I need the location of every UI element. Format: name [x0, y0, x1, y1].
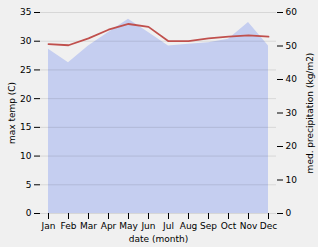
- svg-text:Nov: Nov: [240, 221, 258, 231]
- svg-text:10: 10: [286, 175, 298, 185]
- svg-text:30: 30: [286, 108, 298, 118]
- svg-text:50: 50: [286, 41, 298, 51]
- svg-text:20: 20: [20, 94, 32, 104]
- svg-text:med. precipitation (kg/m2): med. precipitation (kg/m2): [305, 53, 315, 174]
- svg-text:Jan: Jan: [41, 221, 56, 231]
- svg-text:Oct: Oct: [221, 221, 237, 231]
- svg-text:Apr: Apr: [101, 221, 117, 231]
- svg-text:35: 35: [20, 7, 31, 17]
- svg-text:Dec: Dec: [260, 221, 277, 231]
- svg-text:15: 15: [20, 122, 31, 132]
- svg-text:Sep: Sep: [200, 221, 217, 231]
- svg-text:Feb: Feb: [61, 221, 77, 231]
- svg-text:60: 60: [286, 7, 298, 17]
- svg-text:May: May: [119, 221, 138, 231]
- svg-text:30: 30: [20, 36, 32, 46]
- svg-text:25: 25: [20, 65, 31, 75]
- svg-text:10: 10: [20, 151, 32, 161]
- svg-text:5: 5: [26, 180, 32, 190]
- svg-text:date (month): date (month): [129, 234, 188, 244]
- svg-text:Jul: Jul: [162, 221, 174, 231]
- svg-text:0: 0: [286, 208, 292, 218]
- svg-text:Mar: Mar: [80, 221, 97, 231]
- svg-text:Aug: Aug: [180, 221, 198, 231]
- svg-text:40: 40: [286, 74, 298, 84]
- svg-text:20: 20: [286, 141, 298, 151]
- svg-text:0: 0: [26, 208, 32, 218]
- svg-text:Jun: Jun: [140, 221, 155, 231]
- svg-text:max temp (C): max temp (C): [7, 82, 17, 144]
